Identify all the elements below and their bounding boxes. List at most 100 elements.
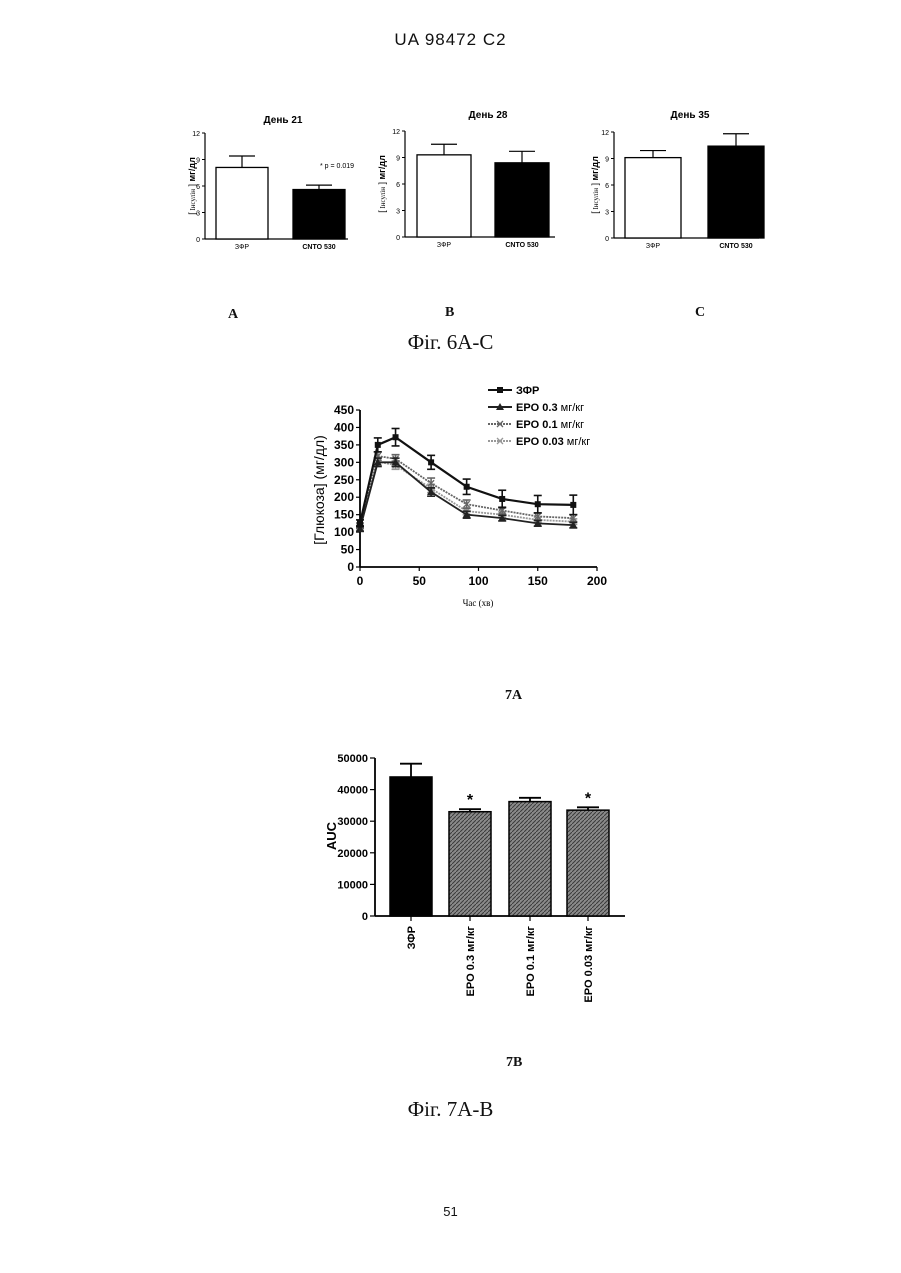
y-tick-label: 12	[392, 129, 400, 136]
chart-fig7b: 0 10000 20000 30000 40000 50000 AUC ЗФР EPO 0.3 …	[324, 753, 625, 1003]
significance-star: *	[585, 790, 592, 807]
y-axis-label-part: Інсулін	[379, 187, 387, 210]
panel-letter-c: C	[695, 305, 705, 321]
category-label: ЗФР	[437, 242, 451, 249]
y-axis-label-part: Інсулін	[189, 189, 197, 212]
bar	[567, 810, 609, 916]
chart-title: День 21	[264, 115, 303, 126]
legend-label-part: EPO 0.3	[516, 402, 558, 414]
y-axis-label-part: мг/дл	[187, 157, 197, 184]
bar	[509, 802, 551, 916]
y-tick-label: 450	[334, 403, 354, 417]
category-label: CNTO 530	[302, 244, 335, 251]
y-tick-label: 10000	[337, 879, 368, 891]
y-tick-label: 3	[396, 209, 400, 216]
legend-label-part: ЗФР	[516, 385, 539, 397]
x-tick-label: 50	[413, 574, 427, 588]
data-point-square	[535, 501, 541, 507]
data-point-square	[357, 520, 363, 526]
y-tick-label: 3	[605, 210, 609, 217]
bar	[216, 167, 268, 239]
y-axis-label: [ Інсулін ] мг/дл	[187, 157, 197, 215]
y-tick-label: 350	[334, 438, 354, 452]
bar	[708, 146, 764, 238]
bar	[390, 777, 432, 916]
category-label: CNTO 530	[505, 242, 538, 249]
y-axis-label: [ Інсулін ] мг/дл	[590, 156, 600, 214]
chart-title: День 35	[671, 110, 710, 121]
x-tick-label: 150	[528, 574, 548, 588]
legend-label-unit: мг/кг	[558, 402, 585, 414]
y-tick-label: 0	[347, 560, 354, 574]
y-axis-label-part: мг/дл	[377, 155, 387, 182]
bar	[625, 158, 681, 238]
y-tick-label: 20000	[337, 848, 368, 860]
category-label: ЗФР	[406, 926, 418, 949]
y-tick-label: 0	[396, 235, 400, 242]
y-tick-label: 12	[601, 130, 609, 137]
data-point-square	[464, 484, 470, 490]
data-point-square	[570, 502, 576, 508]
bar	[417, 155, 471, 237]
legend-label: EPO 0.03 мг/кг	[516, 436, 590, 448]
y-tick-label: 0	[362, 911, 368, 923]
y-tick-label: 6	[396, 182, 400, 189]
y-tick-label: 250	[334, 473, 354, 487]
y-tick-label: 40000	[337, 785, 368, 797]
y-tick-label: 150	[334, 508, 354, 522]
panel-label-7b: 7B	[506, 1055, 522, 1071]
data-point-square	[393, 434, 399, 440]
y-axis-label-part: мг/дл	[590, 156, 600, 183]
chart-fig7a: 0 50 100 150 200 250 300 350 400 450 0 50 100 150 200 Ч…	[311, 385, 607, 608]
chart-fig6c: День 35036912[ Інсулін ] мг/длЗФРCNTO 53…	[590, 110, 764, 250]
data-point-square	[497, 387, 503, 393]
x-axis-label: Час (хв)	[463, 598, 494, 608]
y-tick-label: 50000	[337, 753, 368, 765]
y-tick-label: 0	[605, 236, 609, 243]
significance-star: *	[467, 792, 474, 809]
x-tick-label: 0	[357, 574, 364, 588]
bar	[449, 812, 491, 916]
category-label: EPO 0.3 мг/кг	[465, 926, 477, 997]
y-tick-label: 50	[341, 543, 355, 557]
x-tick-label: 100	[468, 574, 488, 588]
panel-letter-a: A	[228, 307, 238, 323]
panel-letter-b: B	[445, 305, 454, 321]
chart-title: День 28	[469, 110, 508, 121]
y-axis-label: [Глюкоза] (мг/дл)	[311, 435, 327, 545]
y-tick-label: 100	[334, 525, 354, 539]
data-point-square	[428, 459, 434, 465]
significance-annotation: * p = 0.019	[320, 163, 354, 170]
y-axis-label: AUC	[324, 821, 339, 850]
legend-label-unit: мг/кг	[564, 436, 591, 448]
y-axis-label: [ Інсулін ] мг/дл	[377, 155, 387, 213]
category-label: EPO 0.03 мг/кг	[583, 926, 595, 1003]
figure-6-caption: Фіг. 6А-С	[0, 330, 901, 355]
bar	[495, 163, 549, 237]
figure-7-caption: Фіг. 7А-В	[0, 1097, 901, 1122]
data-point-square	[375, 442, 381, 448]
y-tick-label: 300	[334, 455, 354, 469]
legend-label: EPO 0.1 мг/кг	[516, 419, 584, 431]
legend-label: EPO 0.3 мг/кг	[516, 402, 584, 414]
y-axis-label-part: Інсулін	[592, 188, 600, 211]
x-tick-label: 200	[587, 574, 607, 588]
legend-label-part: EPO 0.1	[516, 419, 558, 431]
bar	[293, 190, 345, 239]
y-tick-label: 6	[605, 183, 609, 190]
y-tick-label: 400	[334, 420, 354, 434]
category-label: ЗФР	[235, 244, 249, 251]
legend-label: ЗФР	[516, 385, 539, 397]
category-label: EPO 0.1 мг/кг	[525, 926, 537, 997]
legend-label-unit: мг/кг	[558, 419, 585, 431]
chart-fig6a: День 21036912[ Інсулін ] мг/длЗФРCNTO 53…	[187, 115, 354, 251]
panel-label-7a: 7A	[505, 688, 522, 704]
category-label: ЗФР	[646, 243, 660, 250]
y-tick-label: 0	[196, 237, 200, 244]
y-tick-label: 9	[396, 156, 400, 163]
chart-fig6b: День 28 0 3 6 9 12 [ Інсулін ] мг/дл ЗФР CNTO 53…	[377, 110, 555, 249]
y-tick-label: 30000	[337, 816, 368, 828]
page-number: 51	[0, 1204, 901, 1219]
y-tick-label: 200	[334, 490, 354, 504]
y-tick-label: 12	[192, 131, 200, 138]
